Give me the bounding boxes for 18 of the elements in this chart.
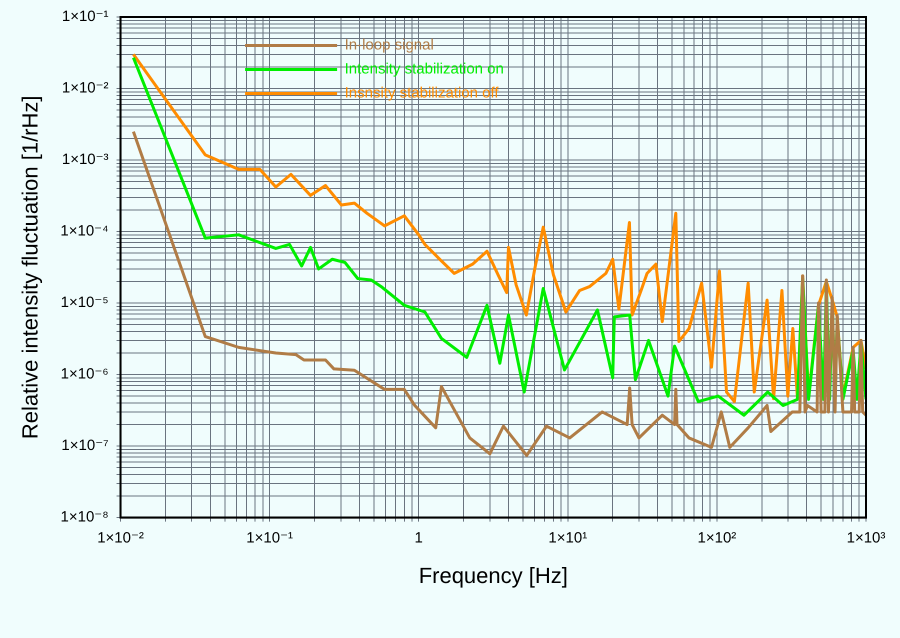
y-tick-label: 1×10⁻⁶	[60, 366, 109, 383]
x-axis-title: Frequency [Hz]	[418, 562, 568, 588]
text: Intensity stabilization on	[344, 60, 504, 78]
y-tick-label: 1×10⁻¹	[62, 8, 109, 26]
x-tick-label: 1×10³	[846, 530, 886, 547]
y-tick-label: 1×10⁻⁴	[60, 222, 109, 240]
y-tick-label: 1×10⁻³	[62, 151, 109, 168]
x-tick-label: 1	[414, 530, 423, 547]
text: Insnsity stabilization off	[344, 84, 500, 102]
y-tick-label: 1×10⁻⁵	[60, 294, 109, 312]
x-tick-label: 1×10⁻²	[97, 530, 144, 547]
y-axis-title: Relative intensity fluctuation [1/rHz]	[17, 95, 42, 440]
y-tick-label: 1×10⁻²	[62, 80, 109, 97]
x-tick-label: 1×10⁻¹	[246, 530, 293, 547]
y-tick-label: 1×10⁻⁷	[61, 437, 109, 454]
y-tick-label: 1×10⁻⁸	[60, 508, 109, 526]
x-tick-label: 1×10²	[698, 530, 736, 547]
x-tick-label: 1×10¹	[548, 530, 588, 547]
